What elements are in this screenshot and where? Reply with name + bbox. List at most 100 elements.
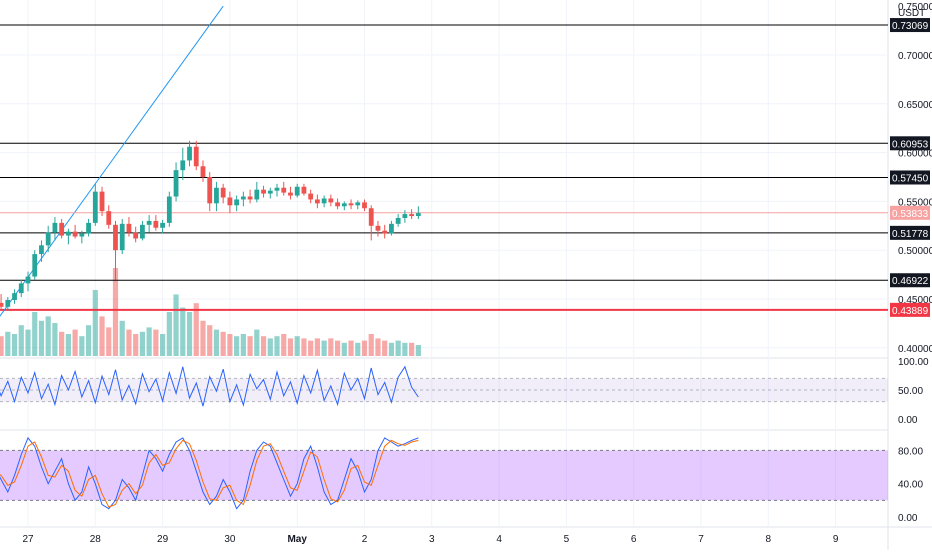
candle-body — [200, 166, 206, 177]
volume-bar — [281, 334, 287, 356]
volume-bar — [92, 290, 98, 356]
volume-bar — [139, 331, 146, 356]
volume-bar — [355, 342, 361, 356]
time-tick-label: 7 — [698, 534, 704, 545]
volume-bar — [200, 320, 206, 356]
volume-bar — [294, 336, 300, 356]
volume-bar — [388, 342, 395, 356]
volume-bar — [402, 342, 408, 356]
rsi-tick-label: 100.00 — [898, 357, 929, 368]
candle-body — [166, 196, 172, 223]
candle-body — [0, 302, 4, 307]
volume-bar — [220, 331, 226, 356]
candle-body — [106, 211, 112, 225]
candle-body — [382, 230, 388, 234]
volume-bar — [301, 338, 307, 356]
candle-body — [79, 233, 85, 237]
candle-body — [25, 276, 31, 284]
candle-body — [92, 191, 98, 223]
candle-body — [375, 225, 381, 231]
candle-body — [220, 187, 226, 198]
volume-bar — [328, 338, 334, 356]
volume-bar — [79, 336, 85, 356]
time-tick-label: 9 — [833, 534, 839, 545]
price-tick-label: 0.50000 — [898, 246, 932, 257]
volume-bar — [186, 312, 193, 356]
candle-body — [187, 146, 192, 161]
volume-bar — [18, 325, 24, 356]
level-price-label: 0.60953 — [892, 139, 929, 150]
price-tick-label: 0.70000 — [898, 51, 932, 62]
volume-bar — [99, 316, 105, 356]
volume-bar — [112, 268, 119, 356]
currency-label: USDT — [898, 8, 925, 19]
candle-body — [267, 190, 273, 194]
volume-bar — [287, 338, 294, 356]
volume-bar — [166, 312, 172, 356]
candle-body — [214, 187, 219, 204]
time-tick-label: 5 — [564, 534, 570, 545]
level-price-tag — [890, 302, 930, 317]
candle-body — [362, 202, 367, 209]
candle-body — [261, 189, 266, 194]
level-price-tag — [890, 170, 930, 185]
time-tick-label: 30 — [224, 534, 236, 545]
stoch-d-line — [0, 439, 419, 508]
candle-body — [173, 170, 179, 197]
stoch-tick-label: 0.00 — [898, 513, 918, 524]
volume-bar — [395, 340, 401, 356]
last-price-label: 0.53833 — [892, 209, 929, 220]
volume-bar — [382, 340, 388, 356]
volume-bar — [240, 334, 246, 356]
level-price-tag — [890, 136, 930, 151]
volume-bar — [160, 334, 166, 356]
candle-body — [341, 203, 347, 207]
volume-bar — [348, 340, 354, 356]
candle-body — [52, 222, 58, 233]
time-tick-label: 6 — [631, 534, 637, 545]
stoch-band — [0, 450, 888, 501]
volume-bar — [254, 329, 260, 356]
volume-bar — [52, 323, 58, 356]
level-price-tag — [890, 225, 930, 240]
volume-bar — [274, 336, 280, 356]
candle-body — [301, 186, 307, 194]
candle-body — [32, 254, 38, 277]
candle-body — [133, 232, 139, 239]
volume-bar — [153, 329, 159, 356]
last-price-tag — [890, 205, 930, 220]
candle-body — [146, 220, 152, 225]
candle-body — [234, 199, 240, 206]
rsi-tick-label: 0.00 — [898, 415, 918, 426]
volume-bar — [72, 329, 78, 356]
candle-body — [294, 186, 300, 196]
volume-bar — [368, 334, 374, 356]
candle-body — [5, 299, 11, 307]
volume-bar — [213, 329, 220, 356]
time-tick-label: 2 — [362, 534, 368, 545]
candle-body — [39, 245, 44, 255]
price-tick-label: 0.45000 — [898, 295, 932, 306]
time-tick-label: May — [287, 534, 307, 545]
candle-body — [415, 213, 421, 217]
volume-bar — [146, 327, 152, 356]
candle-body — [355, 202, 361, 206]
candle-body — [126, 223, 132, 233]
candle-body — [153, 220, 159, 228]
candle-body — [140, 224, 145, 239]
volume-bar — [361, 340, 368, 356]
candle-body — [308, 193, 314, 200]
volume-bar — [38, 320, 45, 356]
volume-bar — [11, 334, 18, 356]
candle-body — [314, 199, 320, 204]
volume-bar — [119, 320, 125, 356]
candle-body — [274, 187, 280, 191]
time-tick-label: 28 — [90, 534, 102, 545]
candle-body — [12, 293, 17, 300]
volume-bar — [0, 336, 4, 356]
level-price-tag — [890, 273, 930, 288]
volume-bar — [415, 345, 421, 356]
candle-body — [119, 223, 125, 251]
